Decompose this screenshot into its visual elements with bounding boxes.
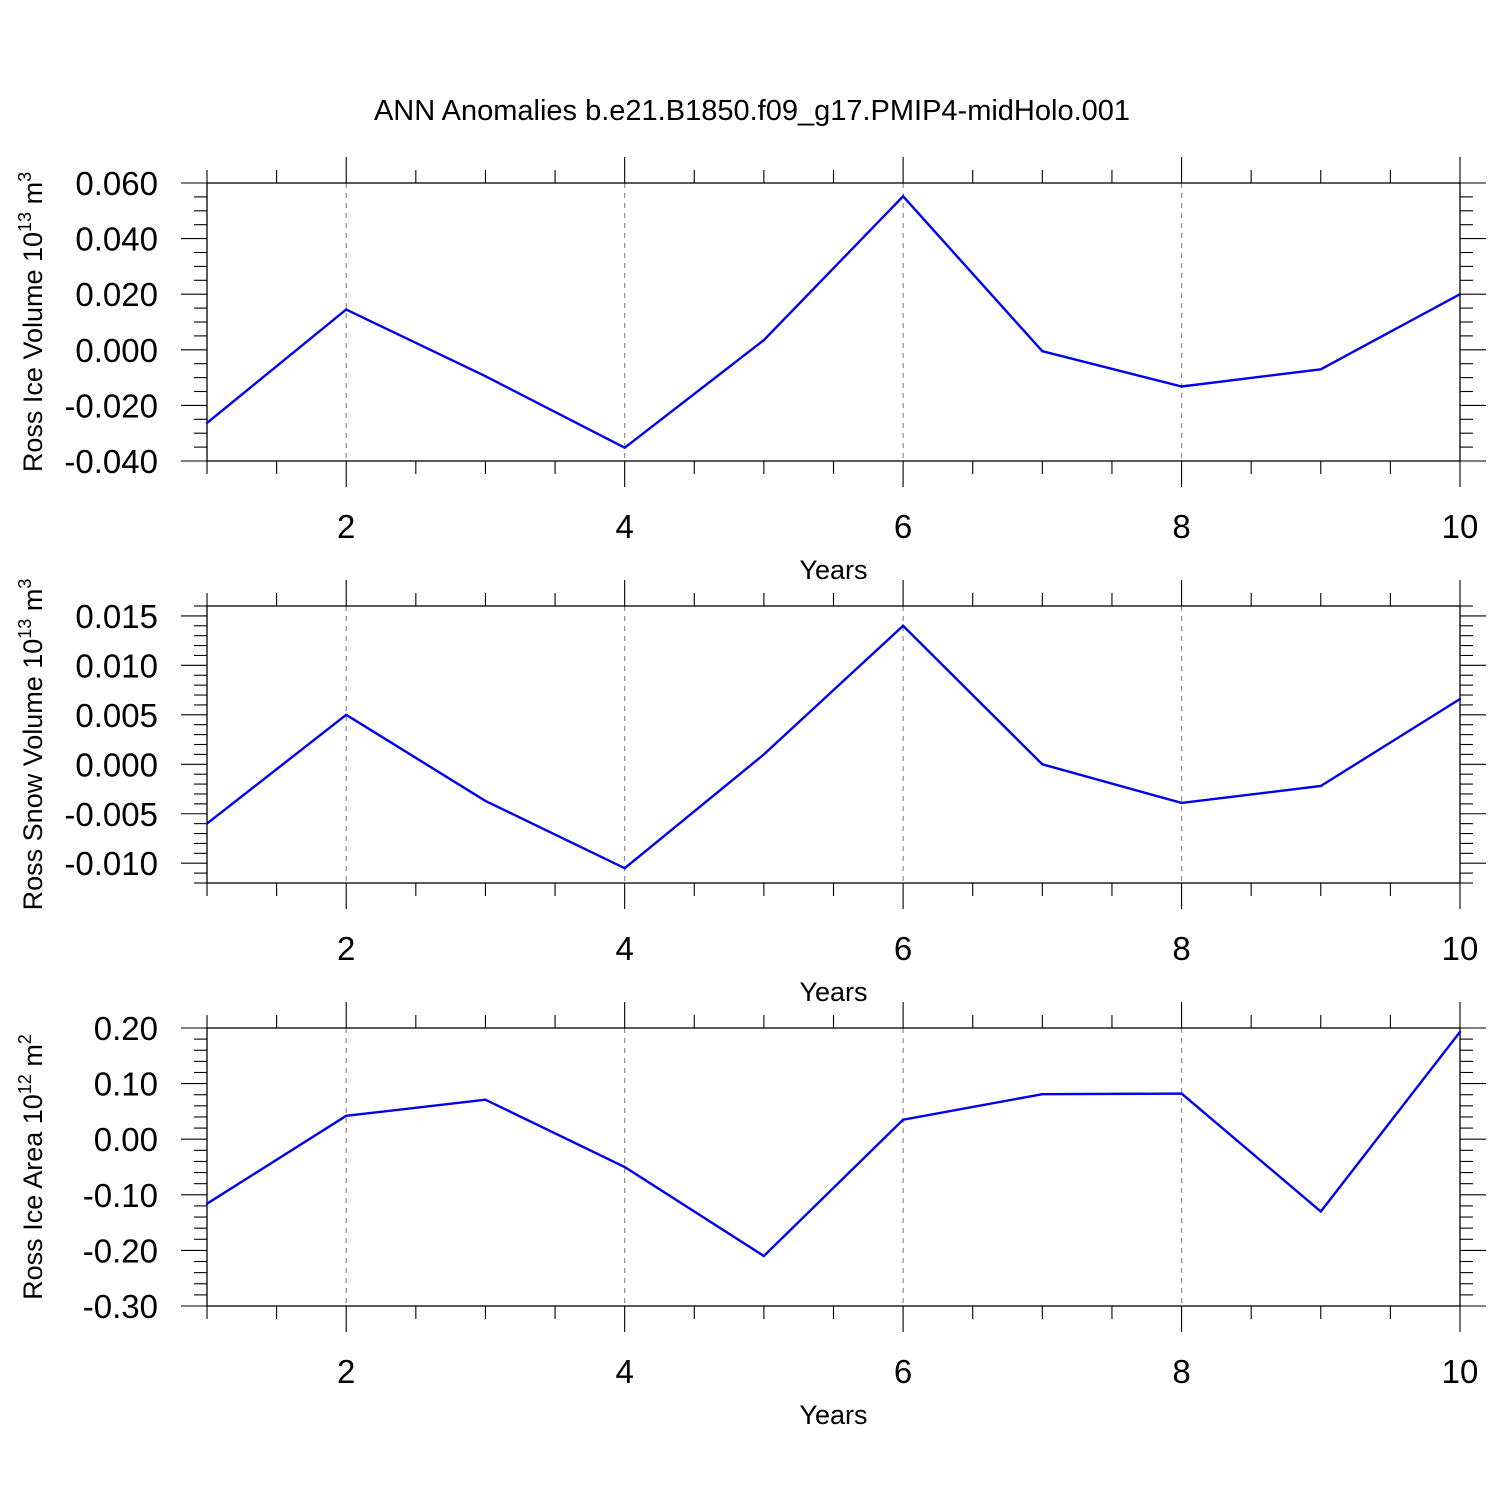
y-axis-label-superscript: 12 [15, 1074, 35, 1094]
y-axis-label: Ross Ice Area 1012 m2 [15, 1034, 48, 1300]
data-point [901, 624, 905, 627]
series-line [206, 624, 1461, 870]
x-tick-label: 2 [337, 930, 355, 967]
panels: 2 4 6 8 10 -0.040 -0.020 0.000 0.020 0.040 0.060 Ye… [15, 157, 1486, 1430]
y-tick-label: -0.005 [64, 796, 158, 833]
y-tick-label: -0.020 [64, 387, 158, 424]
y-tick-label: -0.10 [83, 1177, 158, 1214]
x-tick-label: 10 [1442, 930, 1479, 967]
y-tick-label: 0.010 [75, 647, 158, 684]
y-tick-label: 0.040 [75, 221, 158, 258]
data-point [623, 866, 626, 870]
data-point [484, 375, 487, 378]
y-tick-label: -0.040 [64, 443, 158, 480]
data-point [1180, 801, 1183, 805]
x-tick-label: 6 [894, 930, 912, 967]
x-tick-label: 10 [1442, 508, 1479, 545]
x-tick-label: 6 [894, 1353, 912, 1390]
y-axis-label-superscript: 3 [15, 172, 35, 182]
y-axis-label-text: Ross Ice Area 10 [18, 1094, 48, 1300]
y-axis-label-text: m [18, 1044, 48, 1074]
y-tick-label: 0.10 [94, 1066, 158, 1103]
y-axis-label-superscript: 2 [15, 1034, 35, 1044]
y-axis-label: Ross Snow Volume 1013 m3 [15, 579, 48, 911]
data-point [345, 308, 348, 311]
y-axis-label-text: Ross Ice Volume 10 [18, 232, 48, 472]
data-point [1319, 368, 1322, 371]
y-axis-label: Ross Ice Volume 1013 m3 [15, 172, 48, 472]
data-point [1041, 763, 1044, 766]
data-point [762, 753, 766, 756]
data-point [762, 1254, 766, 1258]
x-tick-label: 8 [1172, 930, 1190, 967]
y-tick-label: 0.060 [75, 165, 158, 202]
y-tick-label: -0.30 [83, 1288, 158, 1325]
data-point [1458, 293, 1462, 296]
y-tick-label: 0.020 [75, 276, 158, 313]
x-tick-label: 2 [337, 508, 355, 545]
y-axis-label-text: Ross Snow Volume 10 [18, 639, 48, 911]
y-tick-label: 0.20 [94, 1010, 158, 1047]
y-axis-label-superscript: 13 [15, 212, 35, 232]
data-point [1458, 697, 1462, 701]
data-point [1458, 1030, 1462, 1034]
x-tick-label: 4 [615, 930, 633, 967]
x-tick-label: 4 [615, 508, 633, 545]
data-point [205, 822, 209, 825]
data-point [1319, 1210, 1322, 1213]
data-point [1319, 784, 1322, 788]
data-point [484, 799, 487, 803]
y-tick-label: 0.015 [75, 598, 158, 635]
x-tick-label: 6 [894, 508, 912, 545]
data-point [1180, 1092, 1183, 1095]
x-axis-label: Years [799, 555, 867, 585]
y-axis-label-superscript: 3 [15, 579, 35, 589]
data-point [901, 1118, 905, 1121]
x-axis-label: Years [799, 977, 867, 1007]
data-point [484, 1098, 487, 1101]
y-axis-label-superscript: 13 [15, 619, 35, 639]
y-tick-label: -0.20 [83, 1232, 158, 1269]
series-line [206, 194, 1461, 450]
y-tick-label: 0.00 [94, 1121, 158, 1158]
y-tick-label: 0.005 [75, 697, 158, 734]
data-point [205, 1202, 209, 1205]
data-point [345, 713, 348, 717]
data-point [762, 338, 766, 342]
figure-title: ANN Anomalies b.e21.B1850.f09_g17.PMIP4-… [374, 95, 1130, 127]
x-tick-label: 2 [337, 1353, 355, 1390]
x-axis-label: Years [799, 1400, 867, 1430]
chart-panel-3: 2 4 6 8 10 -0.30 -0.20 -0.10 0.00 0.10 0.20 Years Ro… [15, 1002, 1486, 1430]
data-point [623, 446, 626, 449]
data-point [205, 421, 209, 425]
series-line [206, 1031, 1461, 1258]
y-tick-label: -0.010 [64, 845, 158, 882]
chart-panel-2: 2 4 6 8 10 -0.010 -0.005 0.000 0.005 0.010 0.015 Ye… [15, 579, 1486, 1007]
y-tick-label: 0.000 [75, 332, 158, 369]
data-point [1041, 1092, 1044, 1096]
x-tick-label: 8 [1172, 1353, 1190, 1390]
y-axis-label-text: m [18, 589, 48, 619]
y-axis-label-text: m [18, 182, 48, 212]
data-point [345, 1114, 348, 1118]
data-point [901, 195, 905, 198]
data-point [1180, 385, 1183, 388]
x-tick-label: 10 [1442, 1353, 1479, 1390]
x-tick-label: 4 [615, 1353, 633, 1390]
chart-panel-1: 2 4 6 8 10 -0.040 -0.020 0.000 0.020 0.040 0.060 Ye… [15, 157, 1486, 585]
data-point [623, 1165, 626, 1169]
x-tick-label: 8 [1172, 508, 1190, 545]
y-tick-label: 0.000 [75, 746, 158, 783]
data-point [1041, 349, 1044, 353]
